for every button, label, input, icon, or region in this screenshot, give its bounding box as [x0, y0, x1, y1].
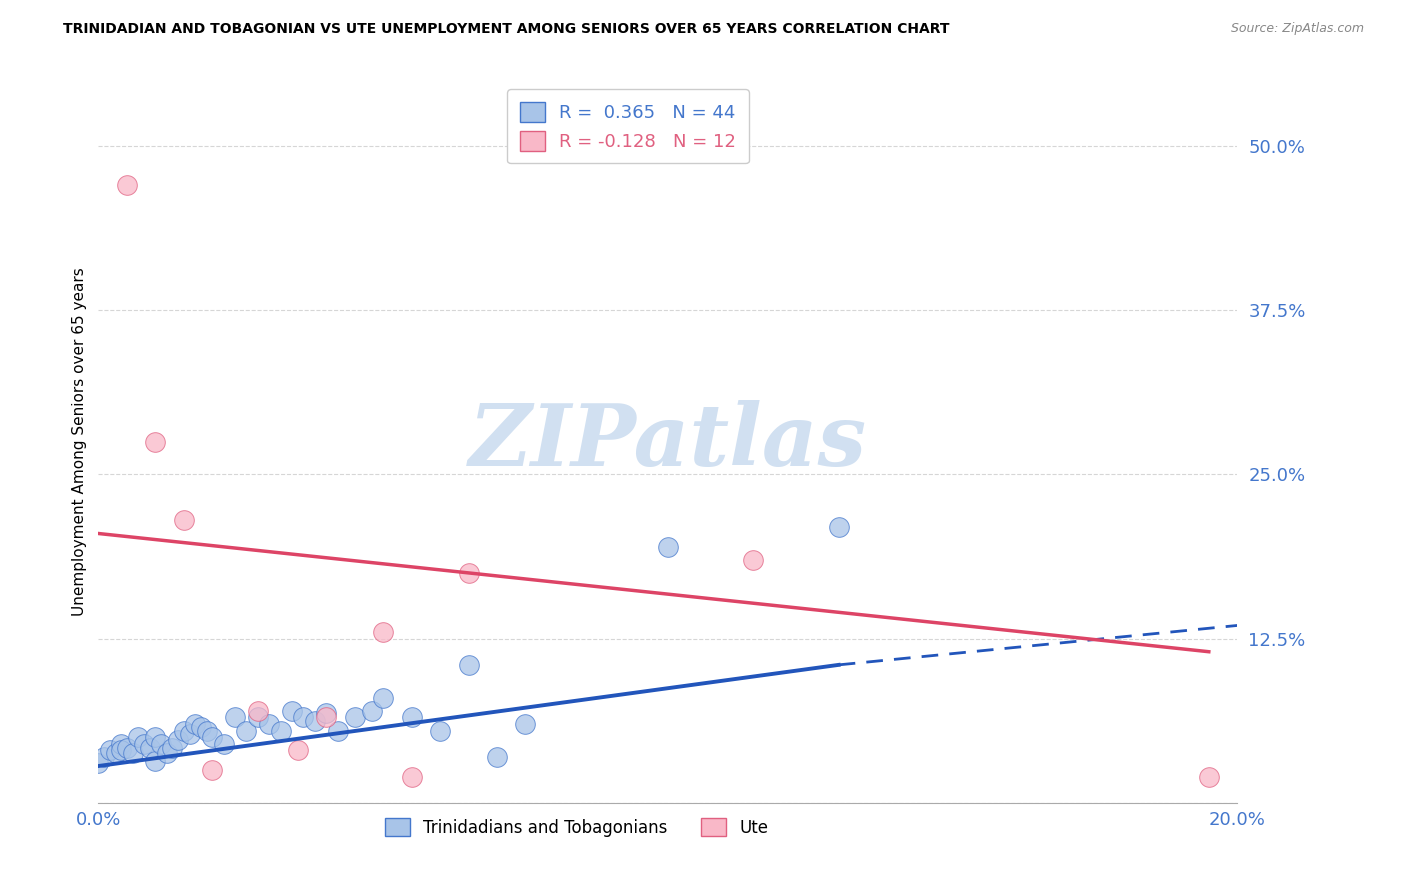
Point: [145, 434, 167, 449]
Point: [156, 746, 179, 760]
Point: [401, 770, 423, 784]
Point: [292, 710, 315, 724]
Text: TRINIDADIAN AND TOBAGONIAN VS UTE UNEMPLOYMENT AMONG SENIORS OVER 65 YEARS CORRE: TRINIDADIAN AND TOBAGONIAN VS UTE UNEMPL…: [63, 22, 950, 37]
Point: [115, 740, 138, 755]
Point: [281, 704, 304, 718]
Point: [343, 710, 366, 724]
Point: [326, 723, 349, 738]
Point: [457, 566, 479, 580]
Point: [173, 723, 195, 738]
Point: [104, 746, 127, 760]
Legend: Trinidadians and Tobagonians, Ute: Trinidadians and Tobagonians, Ute: [377, 810, 776, 845]
Point: [287, 743, 309, 757]
Point: [515, 717, 537, 731]
Point: [235, 723, 257, 738]
Point: [270, 723, 292, 738]
Point: [145, 754, 167, 768]
Point: [315, 706, 337, 721]
Point: [201, 763, 224, 777]
Point: [401, 710, 423, 724]
Point: [373, 625, 395, 640]
Point: [93, 749, 115, 764]
Point: [127, 730, 149, 744]
Point: [246, 704, 269, 718]
Point: [195, 723, 218, 738]
Point: [132, 737, 155, 751]
Point: [121, 746, 143, 760]
Point: [150, 737, 173, 751]
Point: [162, 740, 184, 755]
Point: [190, 720, 212, 734]
Point: [246, 710, 269, 724]
Point: [212, 737, 235, 751]
Text: Source: ZipAtlas.com: Source: ZipAtlas.com: [1230, 22, 1364, 36]
Point: [429, 723, 451, 738]
Point: [87, 756, 110, 771]
Point: [828, 520, 851, 534]
Point: [259, 717, 281, 731]
Point: [657, 540, 679, 554]
Point: [224, 710, 246, 724]
Point: [98, 743, 121, 757]
Text: ZIPatlas: ZIPatlas: [468, 400, 868, 483]
Point: [110, 737, 132, 751]
Point: [201, 730, 224, 744]
Point: [184, 717, 207, 731]
Point: [373, 690, 395, 705]
Point: [110, 743, 132, 757]
Point: [145, 730, 167, 744]
Point: [115, 178, 138, 193]
Point: [138, 740, 160, 755]
Point: [179, 727, 201, 741]
Point: [360, 704, 382, 718]
Point: [486, 749, 509, 764]
Y-axis label: Unemployment Among Seniors over 65 years: Unemployment Among Seniors over 65 years: [72, 268, 87, 615]
Point: [315, 710, 337, 724]
Point: [304, 714, 326, 729]
Point: [167, 732, 190, 747]
Point: [1198, 770, 1220, 784]
Point: [742, 553, 765, 567]
Point: [173, 513, 195, 527]
Point: [457, 657, 479, 672]
